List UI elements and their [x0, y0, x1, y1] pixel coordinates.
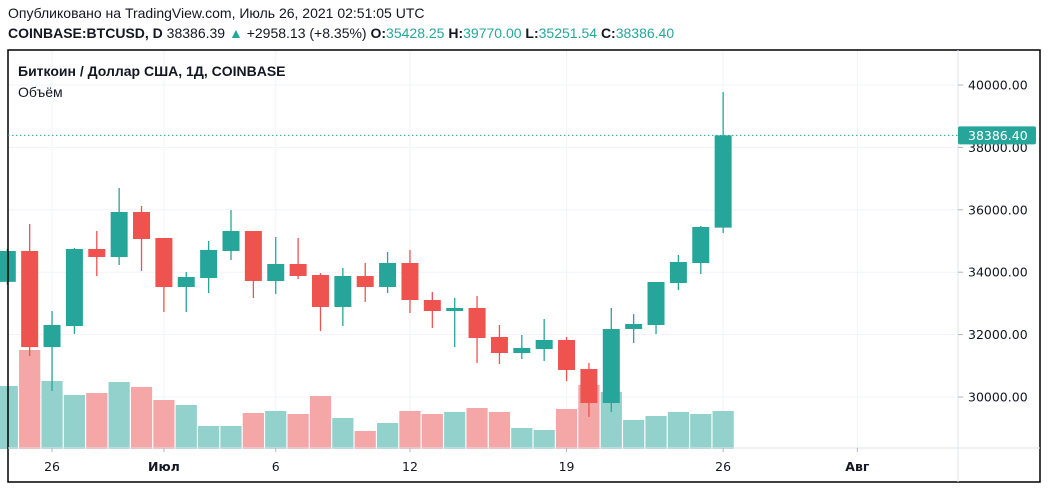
time-tick-label: 26 — [44, 459, 60, 474]
volume-bar — [444, 412, 466, 449]
volume-bar — [332, 418, 354, 449]
open-value: 35428.25 — [386, 25, 445, 41]
time-tick-label: 6 — [272, 459, 280, 474]
candle-body — [155, 238, 173, 287]
time-tick-label: 26 — [715, 459, 731, 474]
time-tick-label: Июл — [148, 459, 180, 474]
time-tick-label: 19 — [559, 459, 575, 474]
volume-bar — [63, 395, 86, 449]
volume-bar — [421, 414, 443, 449]
volume-bar — [511, 428, 533, 449]
volume-bar — [287, 414, 309, 449]
volume-bar — [86, 393, 108, 449]
candle-body — [222, 231, 240, 251]
volume-bar — [600, 392, 622, 449]
last-price-label: 38386.40 — [968, 128, 1028, 143]
volume-bar — [645, 416, 667, 449]
candle-body — [65, 248, 83, 326]
symbol-legend: COINBASE:BTCUSD, D 38386.39 ▲ +2958.13 (… — [8, 25, 674, 41]
candle-body — [379, 262, 397, 287]
volume-bar — [309, 396, 332, 449]
high-label: H: — [448, 25, 464, 41]
candle-body — [423, 299, 441, 312]
candle-body — [513, 347, 531, 354]
volume-bar — [623, 420, 645, 449]
last-price: 38386.39 — [166, 25, 226, 41]
low-value: 35251.54 — [538, 25, 598, 41]
price-tick-label: 40000.00 — [968, 78, 1028, 93]
candle-body — [535, 339, 553, 350]
volume-bar — [376, 423, 399, 449]
volume-bar — [175, 405, 197, 449]
volume-bar — [555, 409, 578, 449]
volume-bar — [153, 400, 175, 449]
candle-body — [244, 231, 262, 281]
pane-title: Биткоин / Доллар США, 1Д, COINBASE — [18, 63, 286, 79]
candle-body — [21, 250, 39, 348]
high-value: 39770.00 — [463, 25, 522, 41]
volume-bar — [19, 350, 41, 449]
chart-border — [7, 49, 1041, 483]
candle-body — [289, 263, 307, 277]
candle-body — [311, 275, 329, 307]
volume-bar — [354, 431, 376, 449]
volume-bar — [533, 430, 555, 449]
candle-body — [177, 277, 195, 287]
volume-bar — [130, 387, 153, 449]
time-tick-label: 12 — [402, 459, 418, 474]
candle-body — [580, 369, 598, 403]
last-price-badge — [958, 126, 1036, 145]
volume-bar — [41, 381, 63, 449]
candle-body — [602, 329, 620, 403]
volume-bar — [220, 426, 242, 449]
candle-body — [110, 211, 128, 258]
price-tick-label: 36000.00 — [968, 202, 1028, 217]
volume-bar — [690, 414, 712, 449]
candle-body — [88, 248, 106, 258]
candle-body — [558, 339, 576, 371]
volume-indicator-label[interactable]: Объём — [18, 84, 63, 100]
close-value: 38386.40 — [615, 25, 675, 41]
time-tick-label: Авг — [845, 459, 870, 474]
volume-bar — [667, 412, 689, 449]
candle-body — [647, 281, 665, 325]
candle-body — [401, 262, 419, 300]
candle-body — [356, 276, 374, 287]
candle-body — [625, 323, 643, 330]
candle-body — [267, 263, 285, 281]
close-label: C: — [600, 25, 616, 41]
candle-body — [334, 276, 352, 307]
candle-body — [692, 226, 710, 263]
volume-bar — [242, 413, 264, 449]
candle-body — [446, 307, 464, 312]
candle-body — [468, 307, 486, 339]
volume-bar — [466, 408, 488, 449]
change: +2958.13 (+8.35%) — [246, 25, 367, 41]
candle-body — [714, 135, 732, 228]
triangle-up-icon: ▲ — [228, 25, 243, 41]
open-label: O: — [370, 25, 387, 41]
candle-body — [490, 337, 508, 354]
volume-bar — [198, 426, 220, 449]
low-label: L: — [525, 25, 539, 41]
symbol: COINBASE:BTCUSD, D — [8, 25, 163, 41]
volume-bar — [265, 411, 287, 449]
volume-bar — [0, 386, 18, 449]
volume-bar — [399, 411, 421, 449]
volume-bar — [108, 382, 130, 449]
candle-body — [200, 249, 218, 279]
volume-bar — [488, 412, 511, 449]
published-line: Опубликовано на TradingView.com, Июль 26… — [8, 5, 425, 21]
price-tick-label: 30000.00 — [968, 390, 1028, 405]
price-tick-label: 34000.00 — [968, 265, 1028, 280]
candle-body — [669, 261, 687, 283]
candle-body — [133, 211, 151, 240]
price-tick-label: 32000.00 — [968, 327, 1028, 342]
candle-body — [43, 324, 61, 348]
volume-bar — [712, 411, 734, 449]
